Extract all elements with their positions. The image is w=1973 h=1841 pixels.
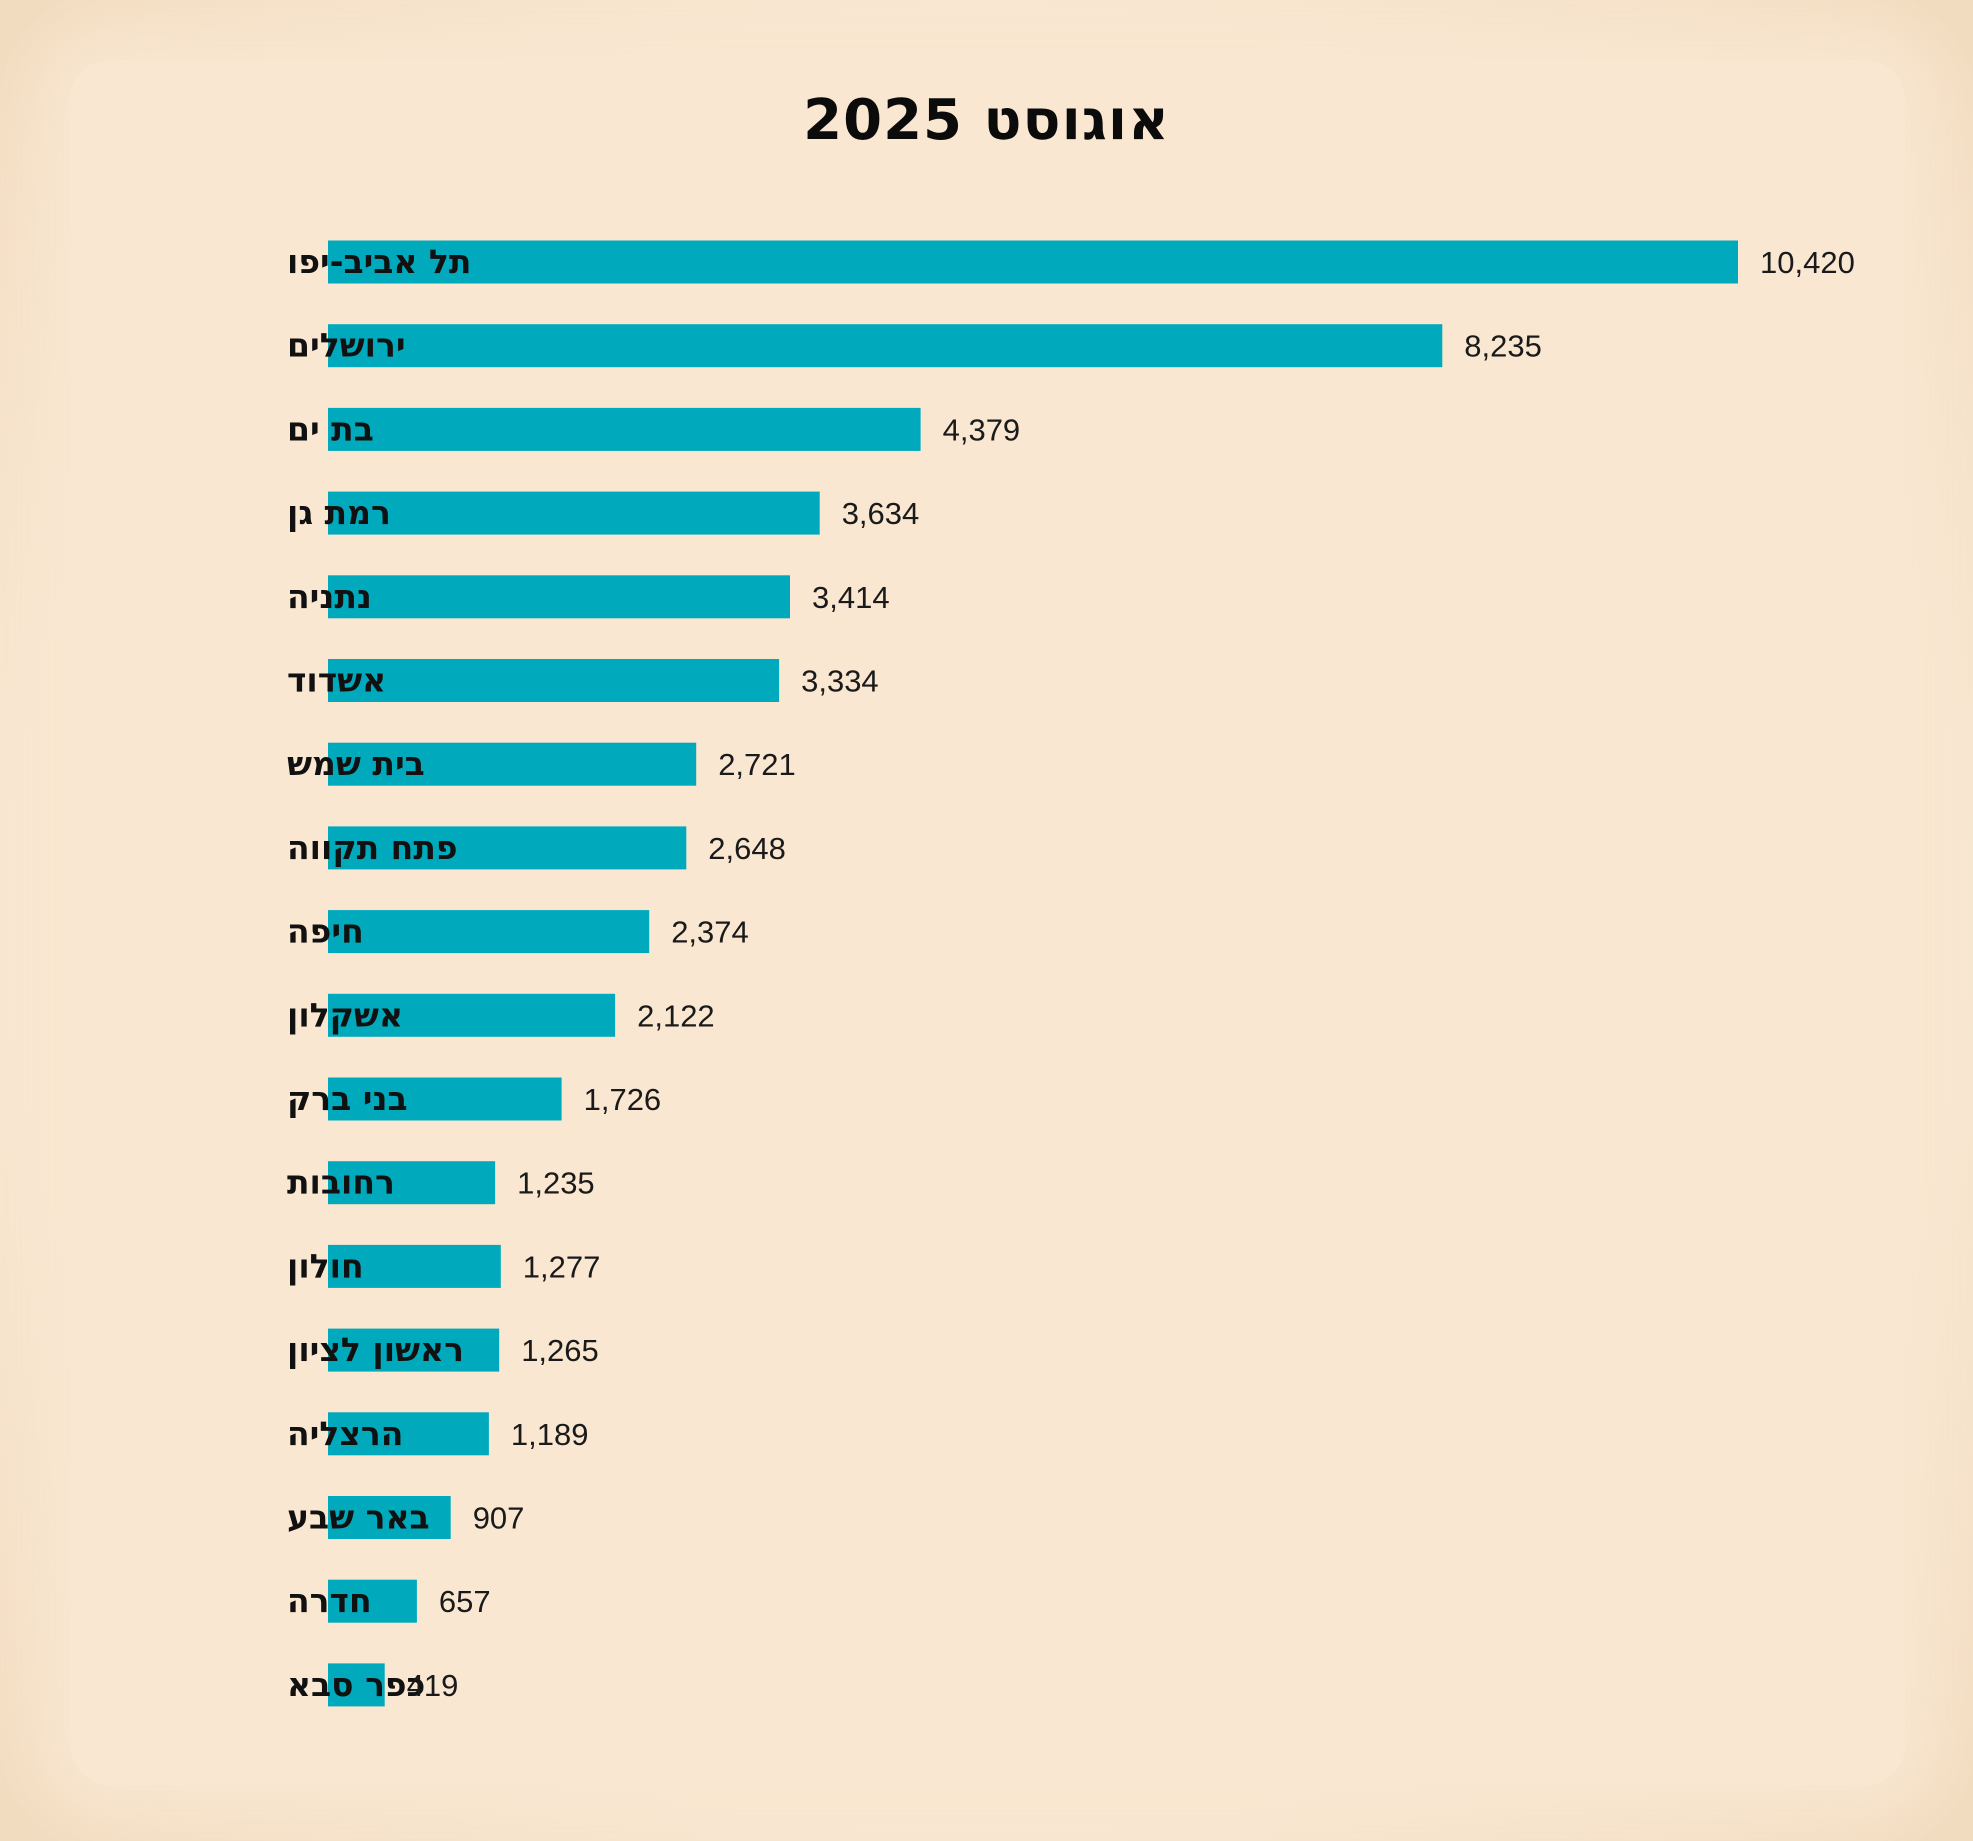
category-label: בית שמש	[287, 744, 425, 783]
value-label: 2,648	[708, 831, 786, 866]
category-label: חיפה	[287, 912, 364, 951]
category-label: בת ים	[287, 409, 374, 448]
category-label: רחובות	[287, 1163, 395, 1202]
value-label: 1,189	[511, 1417, 589, 1452]
bars-group: תל אביב-יפו 10,420 ירושלים 8,235 בת ים 4,379 ר…	[287, 240, 1855, 1707]
bar-0	[328, 240, 1738, 284]
bar-12	[328, 1244, 501, 1288]
category-label: בני ברק	[287, 1079, 408, 1118]
category-label: נתניה	[287, 577, 372, 616]
value-label: 1,726	[584, 1082, 662, 1117]
bar-1	[328, 324, 1443, 368]
category-label: באר שבע	[287, 1498, 430, 1537]
bar-2	[328, 407, 921, 451]
value-label: 8,235	[1464, 329, 1542, 364]
bar-11	[328, 1161, 496, 1205]
bar-13	[328, 1328, 500, 1372]
value-label: 907	[473, 1501, 525, 1536]
bar-6	[328, 742, 697, 786]
bar-5	[328, 659, 780, 702]
bar-15	[328, 1496, 451, 1539]
bar-17	[328, 1663, 385, 1707]
value-label: 2,122	[637, 998, 715, 1033]
value-label: 1,277	[523, 1249, 601, 1284]
bar-14	[328, 1412, 489, 1456]
value-label: 3,414	[812, 580, 890, 615]
value-label: 1,235	[517, 1166, 595, 1201]
category-label: רמת גן	[287, 493, 391, 532]
value-label: 2,721	[718, 747, 796, 782]
value-label: 4,379	[943, 412, 1021, 447]
category-label: ירושלים	[287, 326, 406, 365]
value-label: 657	[439, 1584, 491, 1619]
category-label: אשקלון	[287, 995, 403, 1034]
value-label: 10,420	[1760, 245, 1855, 280]
value-label: 2,374	[671, 915, 749, 950]
bar-8	[328, 910, 650, 954]
value-label: 419	[407, 1668, 459, 1703]
category-label: חדרה	[287, 1581, 372, 1620]
bar-3	[328, 491, 820, 535]
chart-title: אוגוסט 2025	[803, 88, 1170, 153]
category-label: תל אביב-יפו	[287, 242, 471, 281]
category-label: אשדוד	[287, 661, 386, 700]
category-label: חולון	[287, 1246, 364, 1285]
bar-9	[328, 993, 616, 1037]
value-label: 3,334	[801, 664, 879, 699]
category-label: פתח תקווה	[287, 828, 458, 867]
bar-4	[328, 575, 790, 619]
value-label: 1,265	[521, 1333, 599, 1368]
bar-10	[328, 1077, 562, 1121]
bar-7	[328, 826, 687, 870]
bar-16	[328, 1579, 417, 1623]
category-label: הרצליה	[287, 1414, 403, 1453]
category-label: כפר סבא	[287, 1665, 425, 1704]
category-label: ראשון לציון	[287, 1330, 464, 1369]
value-label: 3,634	[842, 496, 920, 531]
